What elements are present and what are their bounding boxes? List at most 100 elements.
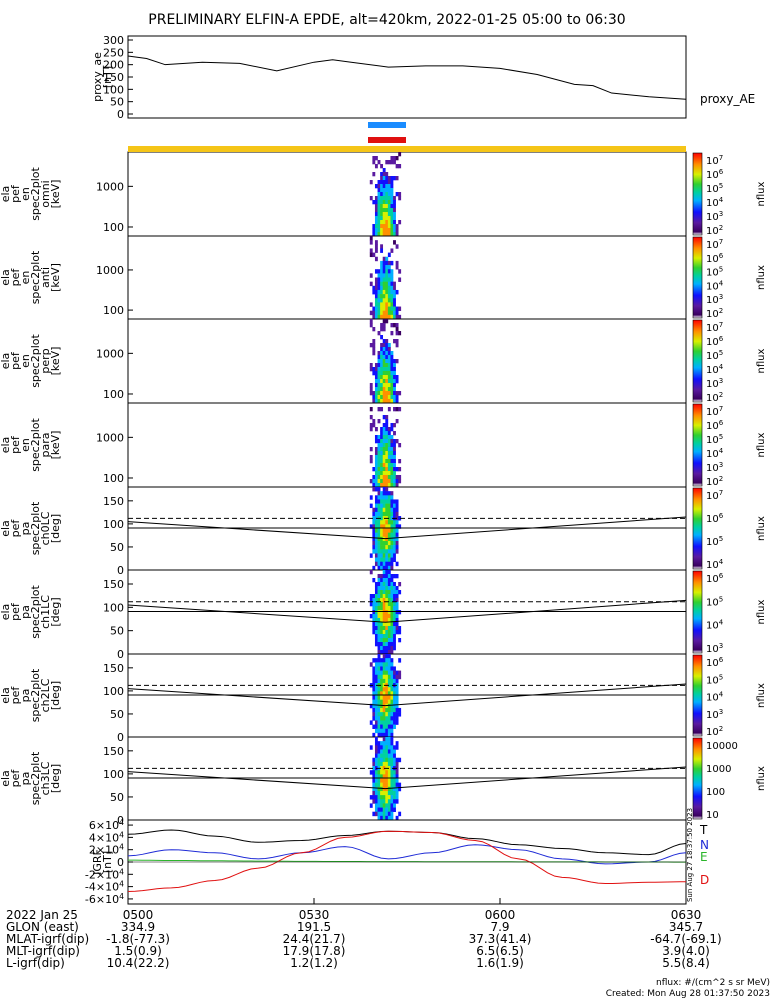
science-zone-bar-yellow	[128, 146, 686, 152]
heatmap-cell	[382, 578, 386, 583]
heatmap-cell	[385, 463, 389, 468]
heatmap-cell	[393, 622, 396, 627]
heatmap-cell	[382, 310, 386, 316]
heatmap-cell	[387, 654, 391, 659]
heatmap-cell	[390, 807, 394, 812]
heatmap-cell	[393, 499, 396, 504]
heatmap-cell	[385, 439, 389, 444]
heatmap-cell	[369, 252, 373, 258]
heatmap-cell	[382, 294, 386, 299]
heatmap-cell	[380, 471, 384, 476]
heatmap-cell	[398, 782, 402, 788]
heatmap-cell	[393, 216, 396, 221]
colorbar-tick-label: 105	[706, 535, 723, 548]
heatmap-cell	[393, 778, 396, 783]
heatmap-cell	[380, 355, 384, 360]
heatmap-cell	[382, 691, 386, 696]
heatmap-cell	[382, 347, 386, 352]
heatmap-cell	[372, 622, 376, 627]
heatmap-cell	[390, 188, 394, 193]
heatmap-cell	[393, 439, 396, 444]
heatmap-cell	[385, 371, 389, 376]
heatmap-cell	[398, 630, 402, 635]
heatmap-cell	[372, 799, 376, 804]
heatmap-cell	[395, 483, 399, 488]
heatmap-cell	[380, 395, 384, 400]
y-axis-label-line: pef	[9, 184, 22, 203]
heatmap-cell	[385, 507, 389, 513]
y-axis-label-line: omni	[39, 180, 52, 207]
heatmap-cell	[387, 650, 391, 655]
heatmap-cell	[377, 371, 381, 376]
heatmap-cell	[385, 399, 389, 404]
heatmap-cell	[390, 790, 394, 796]
heatmap-cell	[369, 570, 373, 575]
heatmap-cell	[393, 289, 396, 295]
heatmap-cell	[385, 281, 389, 287]
heatmap-cell	[374, 606, 378, 611]
heatmap-cell	[385, 204, 389, 209]
heatmap-cell	[393, 630, 396, 635]
heatmap-cell	[380, 602, 384, 607]
y-axis-label-line: spec2plot	[29, 751, 42, 805]
heatmap-cell	[395, 323, 399, 328]
igrf-line-T	[127, 829, 687, 856]
heatmap-cell	[377, 310, 381, 316]
heatmap-cell	[382, 724, 386, 729]
heatmap-cell	[372, 520, 376, 525]
colorbar-tick-label: 105	[706, 433, 723, 446]
heatmap-cell	[374, 184, 378, 189]
heatmap-cell	[382, 678, 386, 684]
heatmap-cell	[369, 383, 373, 388]
heatmap-cell	[395, 164, 399, 169]
series-label-D: D	[700, 873, 709, 887]
heatmap-cell	[390, 761, 394, 767]
heatmap-cell	[393, 479, 396, 484]
heatmap-cell	[380, 351, 384, 356]
heatmap-cell	[377, 314, 381, 320]
heatmap-cell	[380, 273, 384, 278]
heatmap-cell	[387, 790, 391, 796]
heatmap-cell	[385, 319, 389, 324]
heatmap-cell	[393, 618, 396, 623]
heatmap-cell	[380, 545, 384, 550]
heatmap-cell	[385, 415, 389, 420]
heatmap-cell	[374, 770, 378, 775]
heatmap-cell	[377, 216, 381, 221]
heatmap-cell	[377, 553, 381, 558]
heatmap-cell	[387, 359, 391, 364]
heatmap-cell	[369, 803, 373, 808]
heatmap-cell	[374, 610, 378, 615]
heatmap-cell	[374, 553, 378, 558]
heatmap-cell	[380, 216, 384, 221]
heatmap-cell	[395, 618, 399, 623]
y-tick-label: 100	[103, 601, 124, 614]
heatmap-cell	[377, 367, 381, 372]
heatmap-cell	[372, 200, 376, 205]
heatmap-cell	[372, 707, 376, 713]
heatmap-cell	[395, 782, 399, 788]
heatmap-cell	[398, 811, 402, 817]
heatmap-cell	[398, 152, 402, 157]
heatmap-cell	[377, 302, 381, 307]
heatmap-cell	[385, 184, 389, 189]
heatmap-cell	[382, 451, 386, 456]
y-tick-label: 6×104	[89, 818, 124, 833]
heatmap-cell	[387, 574, 391, 579]
heatmap-cell	[395, 503, 399, 509]
heatmap-cell	[385, 618, 389, 623]
y-tick-label: 1000	[96, 264, 124, 277]
heatmap-cell	[372, 618, 376, 623]
heatmap-cell	[374, 658, 378, 663]
heatmap-cell	[390, 549, 394, 554]
heatmap-cell	[377, 536, 381, 542]
ephemeris-value: 1.5(0.9)	[114, 944, 162, 958]
heatmap-cell	[377, 745, 381, 750]
heatmap-cell	[390, 778, 394, 783]
heatmap-cell	[382, 479, 386, 484]
panel-frame	[127, 402, 687, 488]
heatmap-cell	[390, 524, 394, 529]
heatmap-cell	[390, 799, 394, 804]
y-axis-label-line: en	[19, 438, 32, 452]
heatmap-cell	[369, 459, 373, 464]
